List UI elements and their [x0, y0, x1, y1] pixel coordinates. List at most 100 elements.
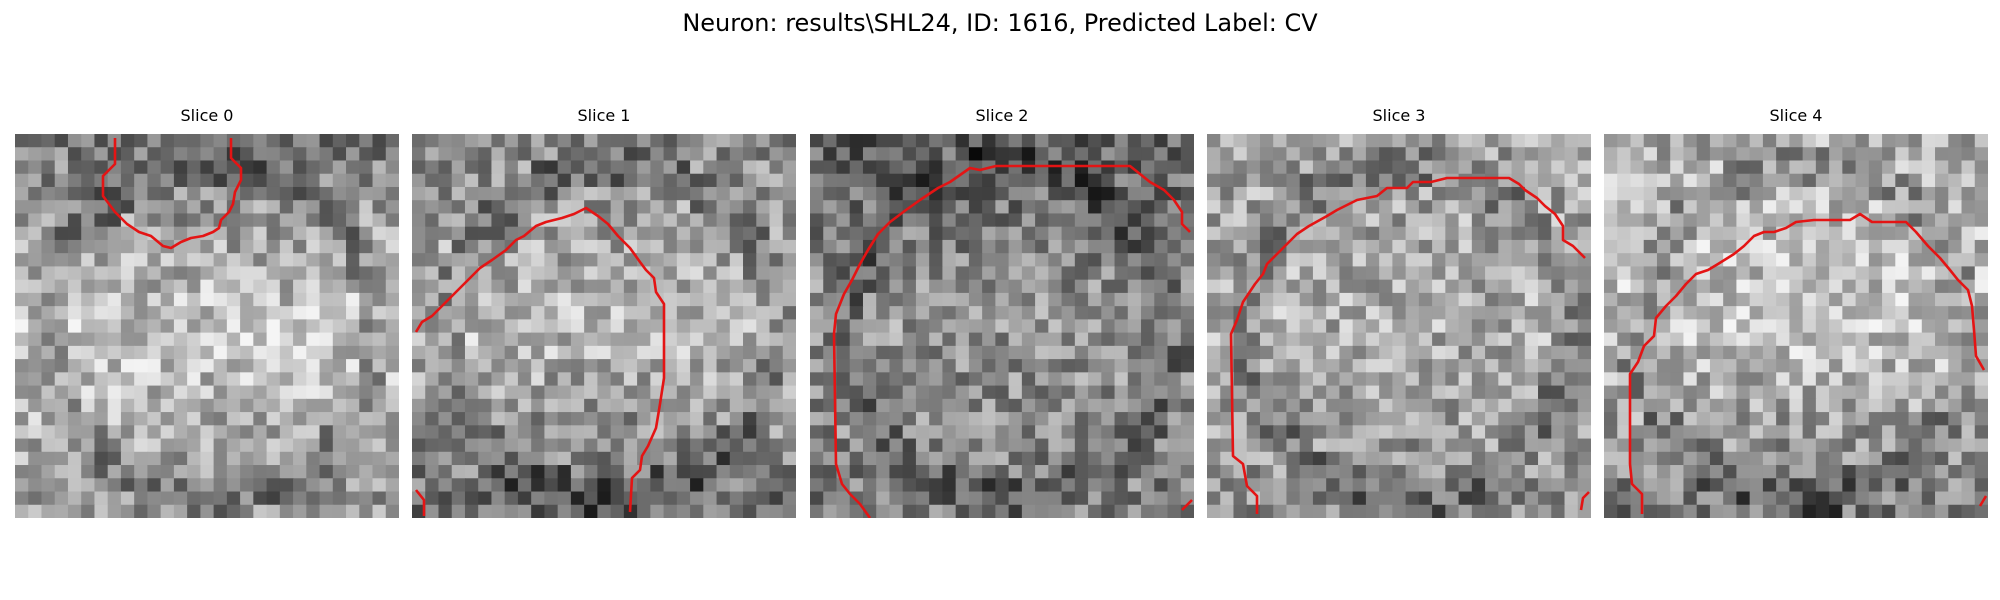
image-pixel	[1471, 279, 1486, 294]
image-pixel	[1683, 186, 1698, 201]
image-pixel	[1815, 147, 1830, 162]
image-pixel	[67, 147, 82, 162]
image-pixel	[1458, 451, 1473, 466]
image-pixel	[1339, 266, 1354, 281]
image-pixel	[1048, 345, 1063, 360]
image-pixel	[1855, 160, 1870, 175]
image-pixel	[1670, 292, 1685, 307]
image-pixel	[929, 491, 944, 506]
image-pixel	[1749, 239, 1764, 254]
image-pixel	[1180, 292, 1194, 307]
image-pixel	[1617, 451, 1632, 466]
image-pixel	[942, 372, 957, 387]
image-pixel	[703, 226, 718, 241]
image-pixel	[769, 306, 784, 320]
image-pixel	[690, 385, 704, 400]
image-pixel	[1021, 200, 1036, 215]
image-pixel	[200, 160, 215, 175]
image-pixel	[769, 412, 784, 426]
image-pixel	[1365, 345, 1380, 360]
image-pixel	[1524, 160, 1539, 175]
image-pixel	[1683, 253, 1698, 268]
image-pixel	[226, 292, 241, 307]
image-pixel	[597, 279, 612, 294]
image-pixel	[226, 412, 241, 426]
image-pixel	[1789, 504, 1804, 518]
image-pixel	[107, 345, 122, 360]
image-pixel	[451, 306, 466, 320]
image-pixel	[187, 451, 201, 466]
image-pixel	[187, 478, 201, 493]
image-pixel	[1286, 385, 1301, 400]
image-pixel	[729, 465, 744, 479]
image-pixel	[1074, 253, 1089, 268]
image-pixel	[1577, 306, 1591, 320]
image-pixel	[1749, 385, 1764, 400]
image-pixel	[213, 478, 228, 493]
image-pixel	[703, 332, 718, 347]
image-pixel	[319, 372, 334, 387]
image-pixel	[1114, 253, 1129, 268]
image-pixel	[1736, 253, 1751, 268]
image-pixel	[1551, 332, 1566, 347]
image-pixel	[902, 385, 917, 400]
image-pixel	[544, 359, 559, 373]
image-pixel	[1008, 200, 1023, 215]
image-pixel	[1432, 253, 1446, 268]
image-pixel	[1842, 425, 1857, 440]
image-pixel	[372, 186, 387, 201]
image-pixel	[1524, 279, 1539, 294]
image-pixel	[1048, 147, 1063, 162]
image-pixel	[173, 213, 188, 228]
image-pixel	[1736, 306, 1751, 320]
image-pixel	[1392, 359, 1407, 373]
image-pixel	[1789, 319, 1804, 334]
image-pixel	[1233, 438, 1248, 453]
image-pixel	[15, 425, 29, 440]
image-pixel	[743, 239, 757, 254]
image-pixel	[1683, 319, 1698, 334]
image-pixel	[160, 491, 175, 506]
image-pixel	[1180, 398, 1194, 413]
image-pixel	[266, 504, 281, 518]
image-pixel	[1458, 226, 1473, 241]
image-pixel	[187, 412, 201, 426]
image-pixel	[1035, 200, 1049, 215]
image-pixel	[1061, 319, 1076, 334]
image-pixel	[1855, 266, 1870, 281]
image-pixel	[120, 306, 135, 320]
image-pixel	[743, 292, 757, 307]
image-pixel	[743, 425, 757, 440]
image-pixel	[690, 345, 704, 360]
image-pixel	[346, 279, 360, 294]
image-pixel	[15, 200, 29, 215]
image-pixel	[1577, 279, 1591, 294]
image-pixel	[517, 134, 532, 148]
image-pixel	[54, 306, 69, 320]
image-pixel	[1802, 200, 1817, 215]
image-pixel	[1736, 332, 1751, 347]
image-pixel	[1101, 173, 1116, 188]
image-pixel	[1604, 147, 1618, 162]
image-pixel	[942, 239, 957, 254]
image-pixel	[1220, 200, 1235, 215]
image-pixel	[716, 292, 731, 307]
image-pixel	[1802, 279, 1817, 294]
image-pixel	[1974, 266, 1988, 281]
image-pixel	[544, 253, 559, 268]
image-pixel	[346, 385, 360, 400]
image-pixel	[1511, 226, 1526, 241]
image-pixel	[94, 266, 109, 281]
image-pixel	[464, 319, 479, 334]
image-pixel	[1299, 266, 1314, 281]
image-pixel	[1617, 504, 1632, 518]
image-pixel	[1935, 412, 1949, 426]
image-pixel	[359, 173, 374, 188]
image-pixel	[1723, 504, 1738, 518]
image-pixel	[464, 345, 479, 360]
image-pixel	[1418, 134, 1433, 148]
image-pixel	[531, 491, 546, 506]
image-pixel	[544, 134, 559, 148]
image-pixel	[1392, 451, 1407, 466]
image-pixel	[836, 491, 851, 506]
